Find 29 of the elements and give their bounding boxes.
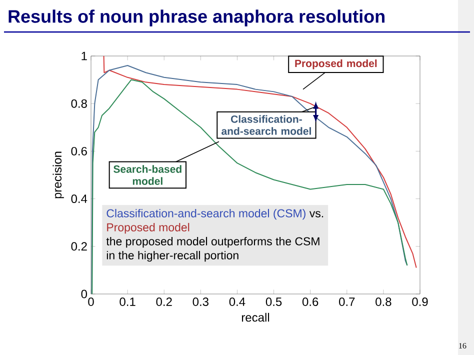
x-tick-label: 0.2 — [156, 298, 172, 306]
y-tick-label: 0.8 — [71, 99, 87, 108]
y-tick-label: 0 — [81, 290, 88, 298]
x-tick-label: 0.5 — [266, 298, 282, 306]
y-axis-title: precision — [52, 152, 64, 198]
x-tick-label: 0.3 — [192, 298, 208, 306]
x-tick-label: 0.9 — [412, 298, 428, 306]
x-tick-label: 0.1 — [120, 298, 136, 306]
annotation: Classification-and-search model (CSM) — [106, 208, 306, 220]
annotation: the proposed model outperforms the CSM — [106, 236, 320, 248]
x-tick-label: 0.8 — [376, 298, 392, 306]
y-tick-label: 0.4 — [71, 194, 88, 204]
annotation: Proposed model — [107, 222, 190, 234]
y-tick-label: 0.6 — [71, 146, 87, 156]
annotation: in the higher-recall portion — [106, 250, 238, 262]
text: 16 — [459, 343, 466, 348]
x-tick-label: 0.4 — [229, 298, 246, 306]
annotation: vs. — [309, 211, 324, 218]
series-label: Classification-and-search model — [222, 115, 311, 135]
series-label: Search-based model — [114, 165, 182, 185]
text: Proposed model — [295, 59, 377, 70]
line-series — [103, 55, 417, 268]
x-axis-title: recall — [242, 312, 270, 322]
x-tick-label: 0.7 — [339, 298, 355, 306]
chart-title: Results of noun phrase anaphora resolution — [8, 10, 384, 26]
x-tick-label: 0.6 — [302, 298, 318, 306]
y-tick-label: 1 — [82, 52, 87, 60]
x-tick-label: 0 — [88, 298, 94, 306]
y-tick-label: 0.2 — [71, 242, 87, 251]
